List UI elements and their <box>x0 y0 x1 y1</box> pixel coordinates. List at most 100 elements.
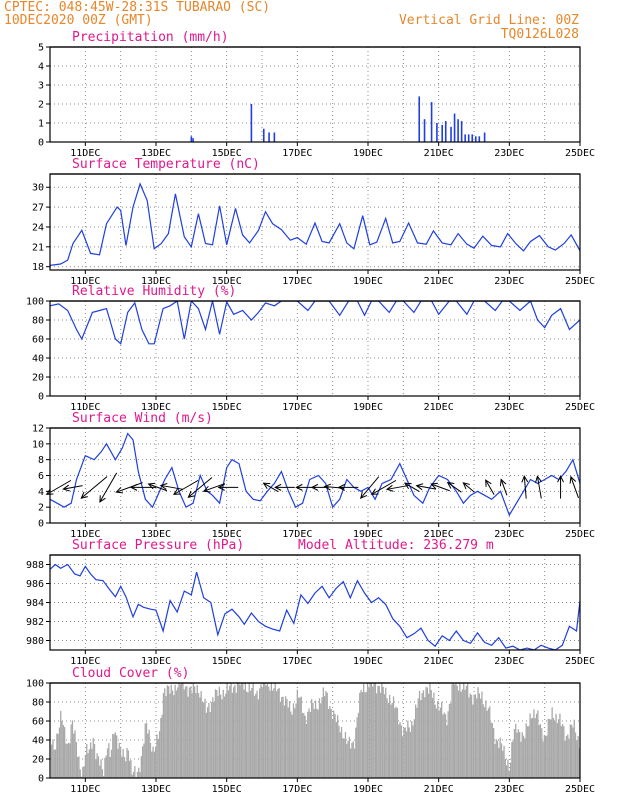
cloud-bar <box>82 766 84 778</box>
cloud-bar <box>455 683 457 778</box>
cloud-bar <box>62 725 64 778</box>
cloud-bar <box>54 749 57 778</box>
cloud-bar <box>364 692 366 778</box>
cloud-bar <box>259 688 261 778</box>
cloud-bar <box>526 726 529 778</box>
cloud-bar <box>194 686 196 778</box>
cloud-bar <box>413 719 415 778</box>
cloud-bar <box>130 759 132 778</box>
cloud-bar <box>165 696 167 778</box>
precip-bar <box>423 119 426 142</box>
temp-ytick-label: 30 <box>32 183 44 194</box>
cloud-bar <box>391 702 393 778</box>
cloud-bar <box>363 683 365 778</box>
cloud-bar <box>131 774 133 778</box>
cloud-bar <box>223 696 226 778</box>
cloud-bar <box>166 685 168 778</box>
cloud-bar <box>127 750 129 778</box>
cloud-bar <box>503 745 505 778</box>
cloud-bar <box>78 756 80 778</box>
cloud-xtick-label: 13DEC <box>141 784 171 795</box>
cloud-bar <box>558 719 560 778</box>
wind-xtick-label: 19DEC <box>353 529 383 540</box>
cloud-bar <box>483 707 486 778</box>
wind-arrow <box>521 475 529 499</box>
wind-xtick-label: 13DEC <box>141 529 171 540</box>
cloud-bar <box>87 753 89 778</box>
humidity-ytick-label: 80 <box>32 316 44 327</box>
precip-bar <box>250 104 253 142</box>
temp-xtick-label: 17DEC <box>282 276 312 287</box>
cloud-bar <box>405 731 408 778</box>
cloud-bar <box>155 746 157 778</box>
cloud-bar <box>411 721 413 778</box>
cloud-xtick-label: 11DEC <box>70 784 100 795</box>
cloud-bar <box>53 749 55 778</box>
cloud-bar <box>352 741 354 778</box>
cloud-bar <box>373 683 375 778</box>
cloud-bar <box>256 690 258 778</box>
cloud-bar <box>347 740 349 778</box>
cloud-bar <box>65 743 67 778</box>
cloud-bar <box>551 707 553 778</box>
cloud-bar <box>542 741 544 778</box>
temp-ytick-label: 24 <box>32 222 44 233</box>
cloud-bar <box>294 708 296 778</box>
cloud-bar <box>390 704 392 778</box>
precip-ytick-label: 1 <box>38 119 44 130</box>
cloud-bar <box>331 719 334 778</box>
wind-arrow <box>187 477 213 498</box>
cloud-bar <box>541 728 543 778</box>
cloud-bar <box>434 704 436 778</box>
cloud-bar <box>444 714 447 778</box>
cloud-bar <box>522 735 525 778</box>
cloud-bar <box>114 732 116 778</box>
humidity-xtick-label: 25DEC <box>565 402 595 413</box>
cloud-bar <box>103 776 105 778</box>
cloud-bar <box>500 743 503 778</box>
cloud-bar <box>183 689 185 778</box>
cloud-bar <box>378 686 380 778</box>
cloud-bar <box>511 742 513 778</box>
cloud-bar <box>317 709 319 778</box>
cloud-bar <box>474 694 477 778</box>
cloud-bar <box>482 704 484 778</box>
cloud-bar <box>208 702 210 778</box>
cloud-bar <box>333 710 335 778</box>
humidity-xtick-label: 23DEC <box>494 402 524 413</box>
cloud-bar <box>314 700 317 778</box>
cloud-bar <box>395 706 397 778</box>
cloud-bar <box>325 690 327 778</box>
precip-title: Precipitation (mm/h) <box>72 30 229 45</box>
cloud-bar <box>520 741 522 778</box>
cloud-bar <box>64 727 66 778</box>
cloud-bar <box>160 718 162 778</box>
cloud-bar <box>201 701 204 778</box>
cloud-bar <box>442 714 444 778</box>
header-right1: Vertical Grid Line: 00Z <box>399 13 579 28</box>
wind-ytick-label: 6 <box>38 471 44 482</box>
cloud-bar <box>88 749 90 778</box>
precip-bar <box>474 136 477 142</box>
cloud-bar <box>489 706 491 778</box>
cloud-bar <box>264 683 266 778</box>
cloud-bar <box>142 746 144 778</box>
cloud-bar <box>376 693 378 778</box>
cloud-bar <box>140 756 142 778</box>
precip-xtick-label: 17DEC <box>282 148 312 159</box>
cloud-bar <box>164 688 166 778</box>
cloud-bar <box>110 749 113 778</box>
cloud-bar <box>235 692 237 778</box>
cloud-bar <box>58 727 61 778</box>
cloud-bar <box>438 710 440 778</box>
cloud-bar <box>502 750 504 778</box>
cloud-bar <box>229 685 231 778</box>
temp-title: Surface Temperature (nC) <box>72 157 260 172</box>
cloud-bar <box>204 698 206 778</box>
cloud-bar <box>171 690 174 778</box>
cloud-bar <box>132 771 135 778</box>
cloud-bar <box>577 736 579 778</box>
humidity-xtick-label: 11DEC <box>70 402 100 413</box>
cloud-bar <box>322 687 324 778</box>
cloud-bar <box>383 694 386 778</box>
